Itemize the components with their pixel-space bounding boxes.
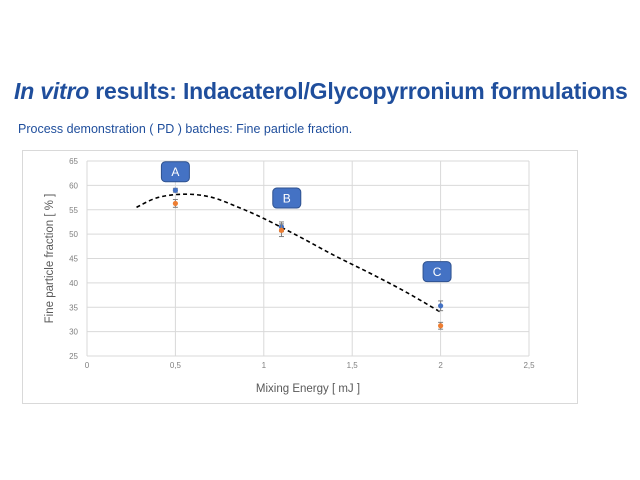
y-tick-label: 45 [69, 255, 78, 264]
y-tick-label: 25 [69, 352, 78, 361]
x-tick-label: 1,5 [347, 361, 359, 370]
x-axis-title: Mixing Energy [ mJ ] [256, 383, 360, 395]
data-point [438, 323, 444, 329]
y-tick-label: 65 [69, 157, 78, 166]
data-point [278, 227, 285, 233]
batch-label-text: A [171, 165, 179, 179]
fine-particle-fraction-chart: 25 30 35 40 45 50 55 60 65 0 0,5 1 1,5 2 2,5 Mixing Ene… [44, 157, 535, 395]
x-tick-label: 2,5 [523, 361, 535, 370]
y-tick-label: 60 [69, 181, 78, 190]
slide-title-italic: In vitro [14, 78, 90, 104]
y-tick-label: 35 [69, 303, 78, 312]
data-point [438, 303, 444, 309]
batch-label-badge [160, 161, 190, 183]
y-tick-label: 40 [69, 279, 78, 288]
batch-label-badge [422, 261, 452, 283]
x-tick-label: 0,5 [170, 361, 182, 370]
data-point [172, 187, 178, 193]
x-tick-label: 2 [438, 361, 443, 370]
x-tick-label: 0 [85, 361, 90, 370]
y-tick-label: 55 [69, 206, 78, 215]
slide-title-rest: results: Indacaterol/Glycopyrronium form… [89, 78, 628, 104]
batch-label-text: C [433, 265, 442, 279]
x-tick-label: 1 [262, 361, 267, 370]
trendline [136, 193, 442, 313]
slide-title: In vitro results: Indacaterol/Glycopyrro… [14, 78, 628, 105]
batch-label-text: B [283, 192, 291, 206]
y-tick-label: 30 [69, 328, 78, 337]
data-point [172, 200, 178, 207]
chart-frame: 25 30 35 40 45 50 55 60 65 0 0,5 1 1,5 2 2,5 Mixing Ene… [22, 150, 578, 404]
y-axis-title: Fine particle fraction [ % ] [44, 194, 56, 324]
y-tick-label: 50 [69, 230, 78, 239]
batch-label-badge [272, 187, 302, 209]
slide-subtitle: Process demonstration ( PD ) batches: Fi… [18, 122, 353, 136]
